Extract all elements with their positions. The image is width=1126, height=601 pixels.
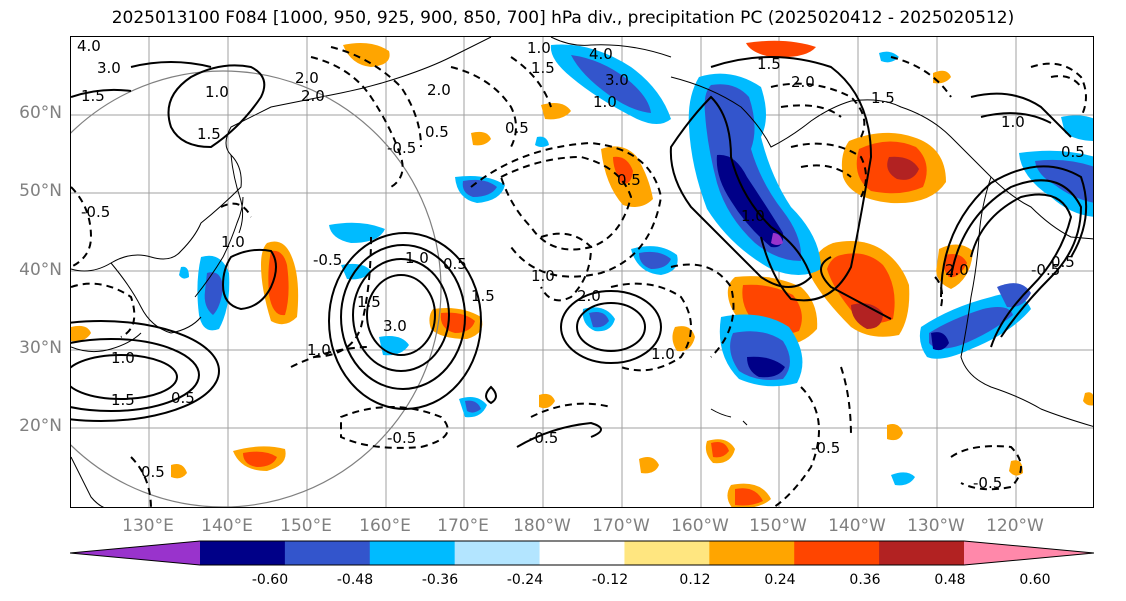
lat-label: 30°N bbox=[19, 338, 62, 358]
contour-label: 4.0 bbox=[589, 45, 613, 63]
lon-label: 180°W bbox=[513, 516, 571, 536]
contour-label: 0.5 bbox=[1051, 253, 1075, 271]
lat-label: 50°N bbox=[19, 181, 62, 201]
contour-label: 1.0 bbox=[221, 233, 245, 251]
colorbar-tick: -0.36 bbox=[421, 572, 459, 588]
contour-label: 1.0 bbox=[1001, 113, 1025, 131]
contour-label: 0.5 bbox=[171, 389, 195, 407]
map-panel: 4.0 3.0 1.5 2.0 1.0 1.5 2.0 0.5 0.5 -0.5… bbox=[70, 36, 1094, 508]
contour-label: 3.0 bbox=[605, 71, 629, 89]
lon-label: 130°W bbox=[907, 516, 965, 536]
colorbar-tick: -0.60 bbox=[251, 572, 289, 588]
lon-label: 140°E bbox=[201, 516, 253, 536]
map-title: 2025013100 F084 [1000, 950, 925, 900, 85… bbox=[111, 8, 1015, 28]
divergence-contours-positive bbox=[71, 56, 1088, 448]
contour-label: 1.5 bbox=[357, 293, 381, 311]
contour-label: 1.0 bbox=[741, 207, 765, 225]
contour-label: 1.5 bbox=[871, 89, 895, 107]
contour-label: 1.0 bbox=[111, 349, 135, 367]
colorbar-tick: -0.48 bbox=[336, 572, 374, 588]
contour-label: 1.0 bbox=[527, 39, 551, 57]
colorbar-segment bbox=[369, 541, 456, 565]
lon-label: 170°W bbox=[592, 516, 650, 536]
colorbar-segment bbox=[879, 541, 965, 565]
lon-label: 120°W bbox=[986, 516, 1044, 536]
contour-label: -0.5 bbox=[1031, 261, 1060, 279]
contour-label: 2.0 bbox=[301, 87, 325, 105]
colorbar-tick: 0.12 bbox=[679, 572, 711, 588]
contour-label: 0.5 bbox=[425, 123, 449, 141]
colorbar-segment bbox=[200, 541, 286, 565]
contour-label: 1.5 bbox=[81, 87, 105, 105]
colorbar-extend-max bbox=[964, 541, 1094, 565]
contour-label: 1.0 bbox=[205, 83, 229, 101]
colorbar-segment bbox=[284, 541, 371, 565]
contour-label: -0.5 bbox=[81, 203, 110, 221]
contour-label-layer: 4.0 3.0 1.5 2.0 1.0 1.5 2.0 0.5 0.5 -0.5… bbox=[77, 37, 1085, 492]
contour-label: -0.5 bbox=[811, 439, 840, 457]
map-canvas: 4.0 3.0 1.5 2.0 1.0 1.5 2.0 0.5 0.5 -0.5… bbox=[71, 37, 1093, 507]
contour-label: 1.0 bbox=[651, 345, 675, 363]
colorbar-tick: 0.60 bbox=[1019, 572, 1051, 588]
lat-label: 60°N bbox=[19, 103, 62, 123]
contour-label: 2.0 bbox=[427, 81, 451, 99]
region-circle bbox=[71, 70, 442, 507]
colorbar-tick: -0.12 bbox=[591, 572, 629, 588]
lat-label: 20°N bbox=[19, 416, 62, 436]
contour-label: -0.5 bbox=[313, 251, 342, 269]
lon-label: 170°E bbox=[437, 516, 489, 536]
lon-label: 160°W bbox=[671, 516, 729, 536]
contour-label: -0.5 bbox=[973, 474, 1002, 492]
lon-label: 130°E bbox=[122, 516, 174, 536]
divergence-contours-negative bbox=[71, 46, 1087, 507]
contour-label: -0.5 bbox=[387, 429, 416, 447]
contour-label: 0.5 bbox=[443, 255, 467, 273]
colorbar-segment bbox=[454, 541, 541, 565]
contour-label: 2.0 bbox=[791, 73, 815, 91]
colorbar-extend-min bbox=[70, 541, 200, 565]
graticule bbox=[71, 37, 1093, 507]
lon-label: 150°W bbox=[749, 516, 807, 536]
contour-label: 1.0 bbox=[531, 267, 555, 285]
colorbar-outline bbox=[70, 540, 1094, 566]
lat-label: 40°N bbox=[19, 260, 62, 280]
lon-label: 140°W bbox=[828, 516, 886, 536]
contour-label: 0.5 bbox=[505, 119, 529, 137]
contour-label: 0.5 bbox=[1061, 143, 1085, 161]
colorbar-segment bbox=[794, 541, 880, 565]
contour-label: -0.5 bbox=[529, 429, 558, 447]
colorbar-tick: 0.48 bbox=[934, 572, 966, 588]
contour-label: 1.0 bbox=[593, 93, 617, 111]
contour-label: 1.5 bbox=[471, 287, 495, 305]
coastlines bbox=[71, 37, 1093, 507]
contour-label: 0.5 bbox=[141, 463, 165, 481]
contour-label: 1.5 bbox=[531, 59, 555, 77]
contour-label: 3.0 bbox=[97, 59, 121, 77]
colorbar bbox=[70, 540, 1094, 566]
colorbar-tick: -0.24 bbox=[506, 572, 544, 588]
contour-label: 1.5 bbox=[757, 55, 781, 73]
lon-label: 150°E bbox=[280, 516, 332, 536]
colorbar-tick: 0.24 bbox=[764, 572, 796, 588]
contour-label: 0.5 bbox=[617, 171, 641, 189]
lon-label: 160°E bbox=[359, 516, 411, 536]
contour-label: 1.5 bbox=[197, 125, 221, 143]
contour-label: 1.5 bbox=[111, 391, 135, 409]
contour-label: 1.0 bbox=[307, 341, 331, 359]
colorbar-segment bbox=[539, 541, 625, 565]
colorbar-segment bbox=[624, 541, 710, 565]
colorbar-segments bbox=[200, 541, 965, 565]
colorbar-tick: 0.36 bbox=[849, 572, 881, 588]
contour-label: 2.0 bbox=[295, 69, 319, 87]
contour-label: 4.0 bbox=[77, 37, 101, 55]
contour-label: 1.0 bbox=[405, 249, 429, 267]
contour-label: 2.0 bbox=[945, 261, 969, 279]
contour-label: 3.0 bbox=[383, 317, 407, 335]
contour-label: 2.0 bbox=[577, 287, 601, 305]
colorbar-segment bbox=[709, 541, 795, 565]
contour-label: -0.5 bbox=[387, 139, 416, 157]
